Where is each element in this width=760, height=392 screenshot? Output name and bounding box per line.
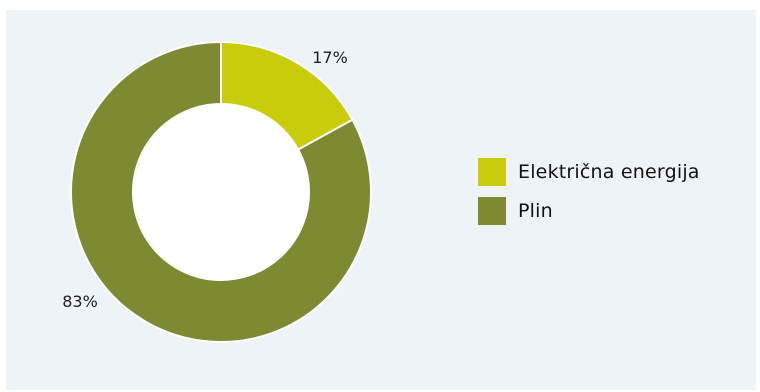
donut-slice-1 bbox=[70, 40, 372, 343]
data-label-0: 17% bbox=[312, 48, 348, 67]
legend-item-elektricna-energija: Električna energija bbox=[478, 156, 700, 187]
legend-swatch-1 bbox=[478, 196, 506, 225]
legend-item-plin: Plin bbox=[478, 195, 700, 226]
legend-label-0: Električna energija bbox=[518, 160, 700, 183]
legend-swatch-0 bbox=[478, 157, 506, 186]
legend-label-1: Plin bbox=[518, 199, 553, 222]
legend: Električna energija Plin bbox=[478, 156, 700, 234]
data-label-1: 83% bbox=[62, 292, 98, 311]
donut-hole bbox=[134, 105, 308, 279]
